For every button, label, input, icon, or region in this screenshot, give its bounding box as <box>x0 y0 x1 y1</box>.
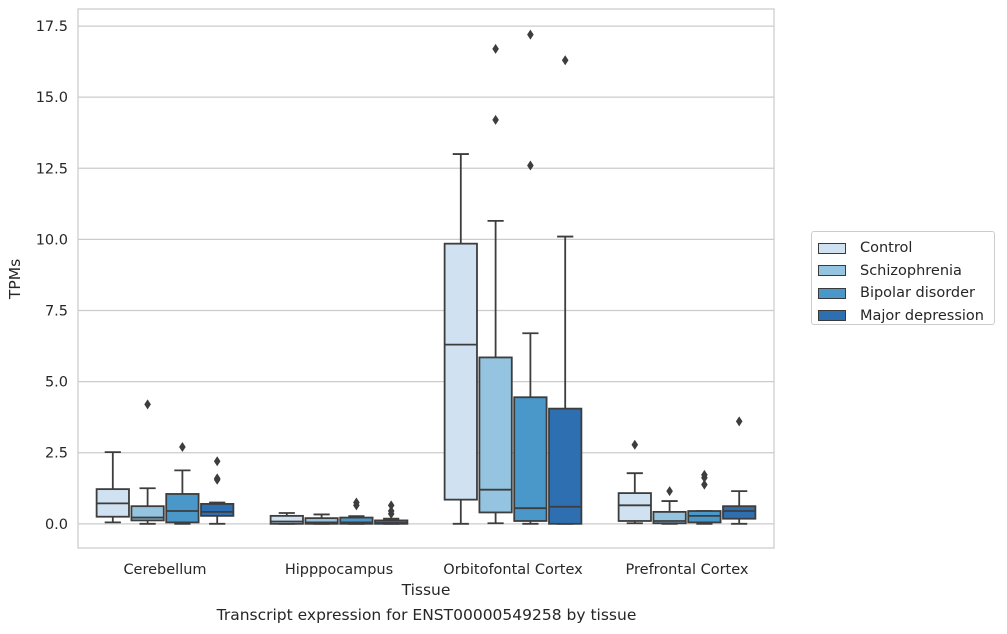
x-tick-label-prefrontal-cortex: Prefrontal Cortex <box>626 562 749 578</box>
iqr-box <box>652 510 687 525</box>
outlier-point <box>527 29 534 40</box>
legend-label-bipolar-disorder: Bipolar disorder <box>860 285 975 302</box>
legend-swatch-schizophrenia <box>818 265 846 277</box>
box-cerebellum-major-depression <box>200 456 235 525</box>
legend: Control Schizophrenia Bipolar disorder M… <box>811 231 995 325</box>
box-orbitofontal-cortex-schizophrenia <box>478 43 513 525</box>
outlier-point <box>701 469 708 480</box>
outlier-point <box>561 55 569 66</box>
legend-label-schizophrenia: Schizophrenia <box>860 262 962 279</box>
iqr-box <box>617 492 652 522</box>
x-tick-label-cerebellum: Cerebellum <box>123 562 206 578</box>
chart-caption: Transcript expression for ENST0000054925… <box>216 606 637 624</box>
legend-swatch-control <box>818 242 846 254</box>
box-cerebellum-schizophrenia <box>130 399 165 525</box>
iqr-box <box>513 396 548 522</box>
x-tick-labels: Cerebellum Hipppocampus Orbitofontal Corte… <box>123 562 748 578</box>
box-groups <box>95 29 757 525</box>
outlier-point <box>492 114 499 125</box>
y-tick-label: 0.0 <box>45 517 68 533</box>
outlier-point <box>144 399 151 410</box>
y-tick-label: 15.0 <box>36 90 68 106</box>
box-prefrontal-cortex-schizophrenia <box>652 486 687 525</box>
x-axis-label: Tissue <box>401 581 451 599</box>
outlier-point <box>213 456 221 467</box>
outlier-point <box>701 479 708 490</box>
outlier-point <box>666 486 673 497</box>
box-orbitofontal-cortex-control <box>443 153 478 525</box>
y-tick-labels: 0.0 2.5 5.0 7.5 10.0 12.5 15.0 17.5 <box>36 19 68 533</box>
gridlines <box>78 25 774 525</box>
box-prefrontal-cortex-major-depression <box>722 416 757 525</box>
outlier-point <box>492 43 499 54</box>
legend-item-schizophrenia: Schizophrenia <box>818 260 994 283</box>
legend-label-control: Control <box>860 240 913 257</box>
legend-swatch-bipolar-disorder <box>818 287 846 299</box>
outlier-point <box>735 416 743 427</box>
y-tick-label: 2.5 <box>45 446 68 462</box>
legend-swatch-major-depression <box>818 310 846 322</box>
x-tick-label-hipppocampus: Hipppocampus <box>285 562 393 578</box>
iqr-box <box>443 242 478 501</box>
legend-item-bipolar-disorder: Bipolar disorder <box>818 282 994 305</box>
y-tick-label: 10.0 <box>36 232 68 248</box>
outlier-point <box>631 439 639 450</box>
legend-item-major-depression: Major depression <box>818 305 994 328</box>
outlier-point <box>213 473 221 484</box>
box-cerebellum-bipolar-disorder <box>165 442 200 525</box>
box-prefrontal-cortex-bipolar-disorder <box>687 469 722 525</box>
box-orbitofontal-cortex-bipolar-disorder <box>513 29 548 525</box>
box-hipppocampus-control <box>269 512 304 525</box>
box-hipppocampus-schizophrenia <box>304 513 339 525</box>
y-tick-label: 17.5 <box>36 19 68 35</box>
iqr-box <box>548 407 583 525</box>
outlier-point <box>179 442 186 453</box>
iqr-box <box>200 503 235 517</box>
iqr-box <box>339 516 374 525</box>
outlier-point <box>387 500 395 511</box>
box-hipppocampus-major-depression <box>374 500 409 525</box>
y-tick-label: 12.5 <box>36 161 68 177</box>
iqr-box <box>304 517 339 525</box>
box-orbitofontal-cortex-major-depression <box>548 55 583 525</box>
iqr-box <box>722 505 757 520</box>
legend-label-major-depression: Major depression <box>860 307 984 324</box>
y-tick-label: 7.5 <box>45 303 68 319</box>
box-cerebellum-control <box>95 451 130 524</box>
outlier-point <box>353 497 360 508</box>
y-tick-label: 5.0 <box>45 375 68 391</box>
iqr-box <box>269 514 304 525</box>
plot-frame <box>77 8 775 549</box>
outlier-point <box>527 160 534 171</box>
x-tick-label-orbitofontal-cortex: Orbitofontal Cortex <box>443 562 583 578</box>
outlier-point <box>387 506 395 517</box>
iqr-box <box>165 493 200 524</box>
box-prefrontal-cortex-control <box>617 439 652 525</box>
iqr-box <box>478 356 513 514</box>
legend-item-control: Control <box>818 237 994 260</box>
box-hipppocampus-bipolar-disorder <box>339 497 374 525</box>
y-axis-label: TPMs <box>6 259 24 300</box>
